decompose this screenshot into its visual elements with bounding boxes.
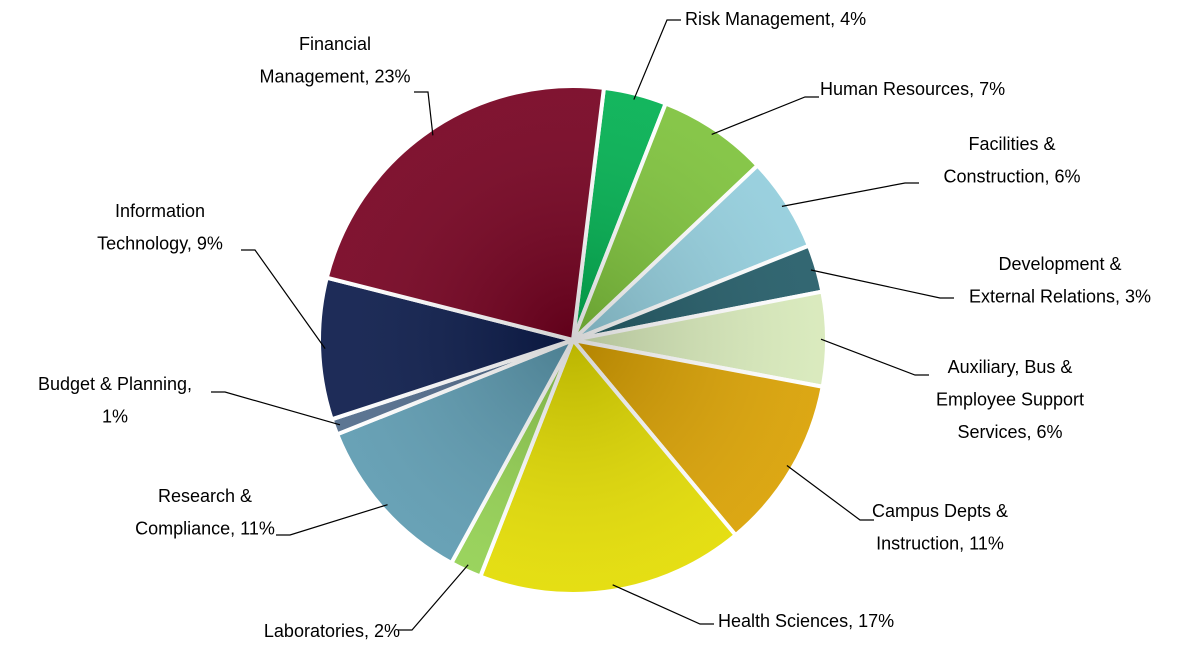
data-label: Compliance, 11% xyxy=(135,518,275,538)
data-label: Research & xyxy=(158,486,252,506)
data-label: Construction, 6% xyxy=(943,166,1080,186)
data-label: Budget & Planning, xyxy=(38,374,192,394)
data-label: Financial xyxy=(299,34,371,54)
leader-line xyxy=(633,19,681,100)
leader-line xyxy=(820,338,929,376)
data-label: Risk Management, 4% xyxy=(685,9,866,29)
labels: Risk Management, 4% Human Resources, 7% Fa… xyxy=(38,9,1151,641)
leader-line xyxy=(276,504,388,536)
leader-line xyxy=(786,465,874,521)
data-label: Laboratories, 2% xyxy=(264,621,400,641)
leader-line xyxy=(241,249,326,350)
leader-line xyxy=(781,182,919,207)
data-label: Health Sciences, 17% xyxy=(718,611,894,631)
data-label: Information xyxy=(115,201,205,221)
data-label: 1% xyxy=(102,406,128,426)
leader-line xyxy=(414,91,434,136)
data-label: Employee Support xyxy=(936,389,1084,409)
data-label: Facilities & xyxy=(968,134,1055,154)
data-label: External Relations, 3% xyxy=(969,286,1151,306)
data-label: Instruction, 11% xyxy=(876,533,1004,553)
data-label: Campus Depts & xyxy=(872,501,1008,521)
leader-line xyxy=(810,269,954,299)
data-label: Technology, 9% xyxy=(97,233,223,253)
data-label: Auxiliary, Bus & xyxy=(948,357,1073,377)
data-label: Development & xyxy=(998,254,1121,274)
leader-line xyxy=(398,564,469,631)
data-label: Services, 6% xyxy=(957,422,1062,442)
data-label: Management, 23% xyxy=(259,66,410,86)
pie xyxy=(317,84,829,596)
leader-line xyxy=(612,584,714,625)
data-label: Human Resources, 7% xyxy=(820,79,1005,99)
leader-line xyxy=(211,391,341,426)
leader-line xyxy=(711,96,819,135)
